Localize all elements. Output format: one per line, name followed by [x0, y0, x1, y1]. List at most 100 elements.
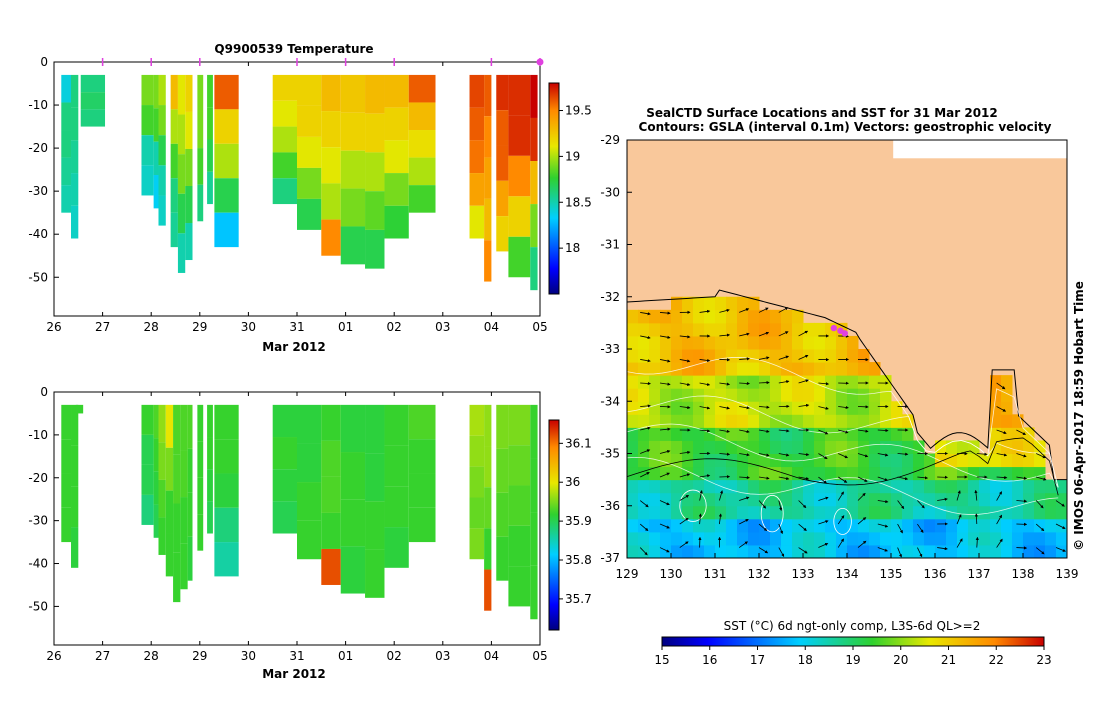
- profile-cell: [297, 405, 321, 444]
- sst-cell: [649, 336, 661, 350]
- profile-cell: [61, 75, 71, 103]
- profile-cell: [61, 130, 71, 158]
- sst-cell: [693, 336, 705, 350]
- profile-cell: [384, 486, 408, 527]
- profile-cell: [484, 405, 491, 446]
- sst-cell: [957, 532, 969, 546]
- sst-cell: [858, 480, 870, 494]
- profile-cell: [321, 111, 340, 147]
- sst-cell: [880, 427, 892, 441]
- y-tick-label: -10: [28, 98, 48, 112]
- map-y-tick-label: -35: [600, 447, 620, 461]
- seal-position: [831, 325, 837, 331]
- sst-cell: [847, 388, 859, 402]
- sst-cell: [869, 427, 881, 441]
- sst-cell: [770, 401, 782, 415]
- sst-cell: [693, 349, 705, 363]
- profile-cell: [197, 514, 203, 550]
- sst-cell: [682, 545, 694, 559]
- profile-cell: [341, 189, 365, 227]
- profile-cell: [141, 75, 153, 105]
- profile-cell: [61, 473, 71, 507]
- sst-cell: [792, 519, 804, 533]
- sst-cell: [880, 388, 892, 402]
- sst-cell: [1001, 388, 1013, 402]
- sst-cell: [913, 532, 925, 546]
- sst-cell: [660, 414, 672, 428]
- sst-cell: [814, 414, 826, 428]
- sst-cell: [902, 454, 914, 468]
- sst-cell: [660, 375, 672, 389]
- sst-cell: [836, 414, 848, 428]
- profile-cell: [154, 108, 159, 141]
- sst-cell: [836, 519, 848, 533]
- profile-cell: [71, 486, 78, 527]
- sst-cell: [902, 545, 914, 559]
- sst-colorbar-tick-label: 23: [1036, 653, 1051, 667]
- profile-cell: [207, 75, 213, 107]
- sst-cell: [891, 427, 903, 441]
- sst-cell: [913, 506, 925, 520]
- profile-cell: [214, 75, 238, 109]
- profile-cell: [341, 75, 365, 113]
- sst-cell: [726, 506, 738, 520]
- profile-cell: [384, 527, 408, 568]
- sst-cell: [627, 349, 639, 363]
- profile-cell: [158, 195, 165, 225]
- sst-cell: [660, 532, 672, 546]
- profile-cell: [321, 220, 340, 256]
- sst-cell: [770, 336, 782, 350]
- profile-cell: [496, 493, 508, 537]
- profile-cell: [154, 505, 159, 538]
- profile-cell: [508, 405, 530, 445]
- colorbar-tick-label: 18: [565, 241, 580, 255]
- profile-cell: [470, 436, 485, 467]
- profile-cell: [365, 191, 384, 230]
- sst-cell: [891, 414, 903, 428]
- sst-cell: [737, 388, 749, 402]
- sst-cell: [847, 480, 859, 494]
- profile-cell: [409, 185, 436, 213]
- profile-cell: [214, 109, 238, 143]
- sst-cell: [1001, 375, 1013, 389]
- sst-colorbar-tick-label: 21: [941, 653, 956, 667]
- sst-cell: [781, 493, 793, 507]
- sst-cell: [825, 401, 837, 415]
- sst-cell: [891, 532, 903, 546]
- sst-cell: [803, 414, 815, 428]
- y-tick-label: -40: [28, 557, 48, 571]
- profile-cell: [154, 75, 159, 108]
- sst-cell: [693, 323, 705, 337]
- profile-cell: [197, 478, 203, 514]
- x-tick-label: 30: [241, 649, 256, 663]
- sst-cell: [649, 493, 661, 507]
- sst-cell: [869, 519, 881, 533]
- sst-cell: [726, 414, 738, 428]
- sst-cell: [924, 506, 936, 520]
- y-tick-label: -50: [28, 599, 48, 613]
- sst-cell: [715, 401, 727, 415]
- sst-cell: [704, 454, 716, 468]
- sst-cell: [748, 467, 760, 481]
- sst-cell: [968, 506, 980, 520]
- sst-cell: [737, 349, 749, 363]
- profile-cell: [273, 75, 297, 101]
- profile-cell: [484, 487, 491, 528]
- sst-cell: [869, 467, 881, 481]
- sst-cell: [671, 323, 683, 337]
- profile-cell: [484, 199, 491, 240]
- sst-cell: [671, 375, 683, 389]
- profile-cell: [384, 108, 408, 141]
- sst-cell: [1056, 506, 1068, 520]
- sst-cell: [924, 545, 936, 559]
- profile-cell: [365, 405, 384, 453]
- sst-cell: [693, 506, 705, 520]
- sst-cell: [649, 310, 661, 324]
- sst-cell: [891, 401, 903, 415]
- profile-cell: [365, 550, 384, 598]
- sst-cell: [1012, 506, 1024, 520]
- x-tick-label: 04: [484, 320, 499, 334]
- imos-timestamp: © IMOS 06-Apr-2017 18:59 Hobart Time: [1072, 281, 1086, 551]
- sst-cell: [715, 440, 727, 454]
